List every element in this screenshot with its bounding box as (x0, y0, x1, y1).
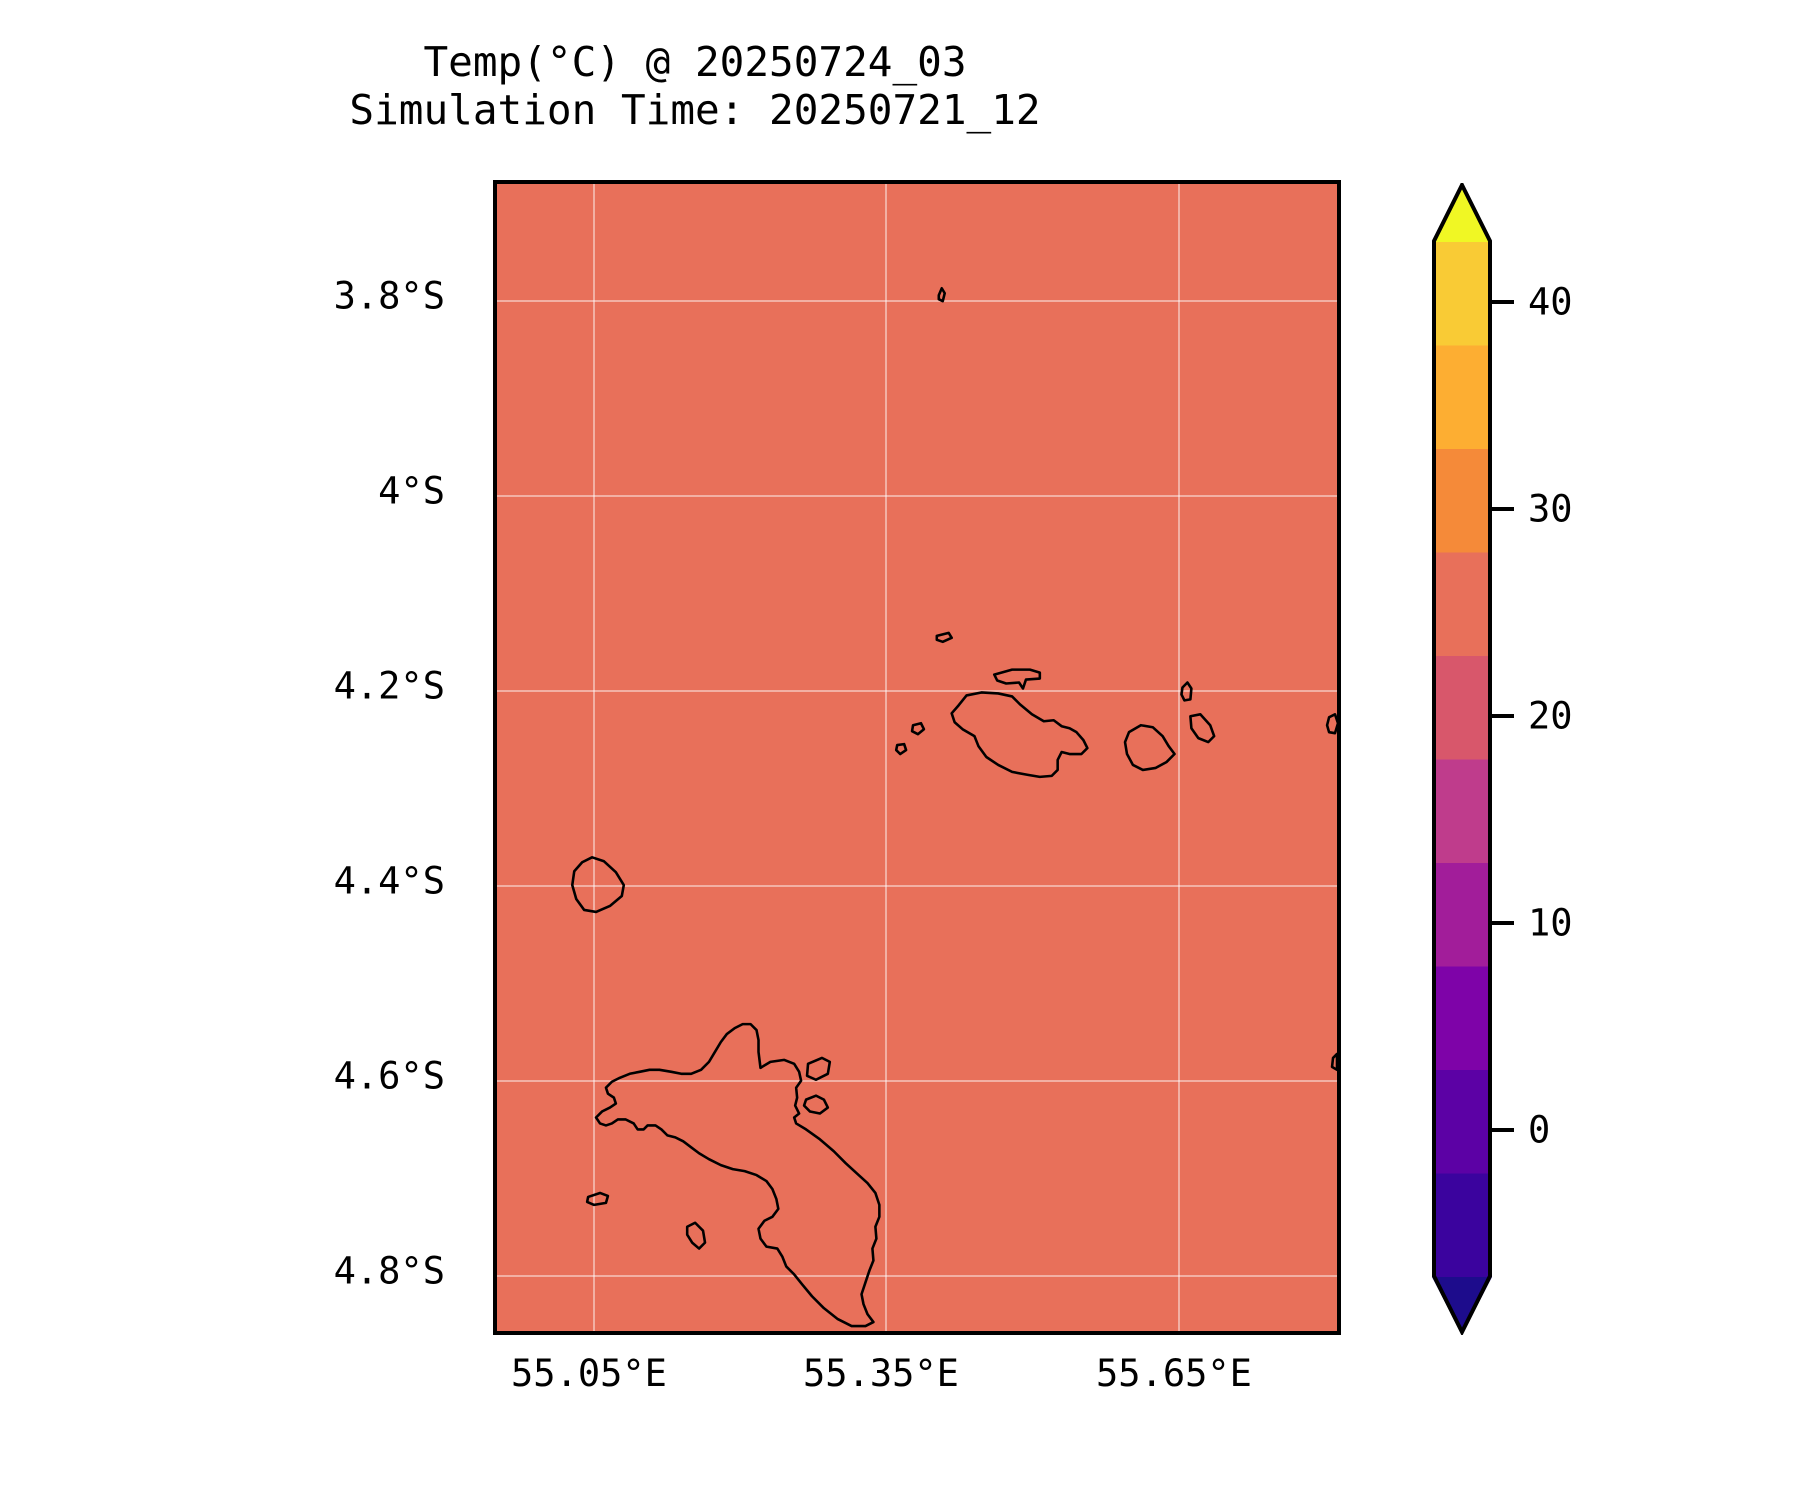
colorbar-tick-0 (1492, 1128, 1514, 1132)
gridline-lon-5505 (593, 184, 595, 1331)
gridline-lat-42s (497, 690, 1337, 692)
islet-sainte-anne (805, 1056, 832, 1082)
colorbar-tick-10 (1492, 921, 1514, 925)
colorbar-tick-40 (1492, 300, 1514, 304)
colorbar-band-20-25 (1432, 656, 1492, 760)
chart-subtitle: Simulation Time: 20250721_12 (349, 86, 1041, 135)
xtick-label-55.35E: 55.35°E (803, 1352, 959, 1395)
islet-conception (685, 1221, 707, 1250)
chart-title-block: Temp(°C) @ 20250724_03 Simulation Time: … (0, 38, 1390, 135)
xtick-label-55.65E: 55.65°E (1096, 1352, 1252, 1395)
gridline-lat-38s (497, 300, 1337, 302)
colorbar-label-20: 20 (1528, 694, 1573, 738)
ytick-label-4.8S: 4.8°S (333, 1249, 445, 1293)
ytick-label-4.4S: 4.4°S (333, 859, 445, 903)
colorbar-label-0: 0 (1528, 1108, 1551, 1152)
colorbar-swatches (1432, 183, 1492, 1335)
colorbar-band-25-30 (1432, 552, 1492, 656)
gridline-lat-48s (497, 1275, 1337, 1277)
colorbar[interactable]: 40 30 20 10 0 (1432, 183, 1573, 1335)
gridline-lat-40s (497, 495, 1337, 497)
island-la-digue (1123, 723, 1176, 772)
islet-marianne (1189, 713, 1216, 744)
ytick-label-4.2S: 4.2°S (333, 664, 445, 708)
colorbar-tick-30 (1492, 507, 1514, 511)
islet-east (1325, 713, 1337, 735)
colorbar-label-40: 40 (1528, 280, 1573, 324)
gridline-lat-44s (497, 885, 1337, 887)
gridline-lon-5565 (1178, 184, 1180, 1331)
islet-west-praslin-a (910, 721, 926, 736)
colorbar-label-30: 30 (1528, 487, 1573, 531)
colorbar-extend-bottom (1432, 1277, 1492, 1335)
islet-west-praslin-b (894, 742, 908, 756)
islet-therese (585, 1191, 610, 1207)
islet-felicite (1180, 681, 1193, 702)
islet-bird (937, 286, 947, 303)
island-mahe (594, 1022, 881, 1328)
colorbar-label-10: 10 (1528, 901, 1573, 945)
islet-north (935, 631, 953, 644)
map-axes[interactable] (493, 180, 1341, 1335)
map-field (497, 184, 1337, 1331)
islet-curieuse (992, 668, 1042, 690)
xtick-label-55.05E: 55.05°E (511, 1352, 667, 1395)
colorbar-band-0-5 (1432, 1070, 1492, 1174)
colorbar-band-40-45 (1432, 242, 1492, 346)
gridline-lon-5535 (885, 184, 887, 1331)
ytick-label-4.6S: 4.6°S (333, 1054, 445, 1098)
ytick-label-3.8S: 3.8°S (333, 274, 445, 318)
ytick-label-4S: 4°S (378, 469, 445, 513)
gridline-lat-46s (497, 1080, 1337, 1082)
coastline-layer (570, 286, 1337, 1328)
colorbar-band-35-40 (1432, 345, 1492, 449)
island-praslin (950, 691, 1089, 779)
island-silhouette (570, 856, 626, 914)
colorbar-tick-20 (1492, 714, 1514, 718)
colorbar-extend-top (1432, 183, 1492, 242)
colorbar-band-30-35 (1432, 449, 1492, 553)
chart-title: Temp(°C) @ 20250724_03 (423, 38, 967, 86)
colorbar-band-5-10 (1432, 966, 1492, 1070)
colorbar-band-10-15 (1432, 863, 1492, 967)
colorbar-band-neg5-0 (1432, 1173, 1492, 1277)
islet-far-east (1330, 1052, 1337, 1072)
colorbar-band-15-20 (1432, 759, 1492, 863)
islet-cerf (802, 1094, 830, 1115)
colorbar-border (1432, 183, 1492, 1335)
